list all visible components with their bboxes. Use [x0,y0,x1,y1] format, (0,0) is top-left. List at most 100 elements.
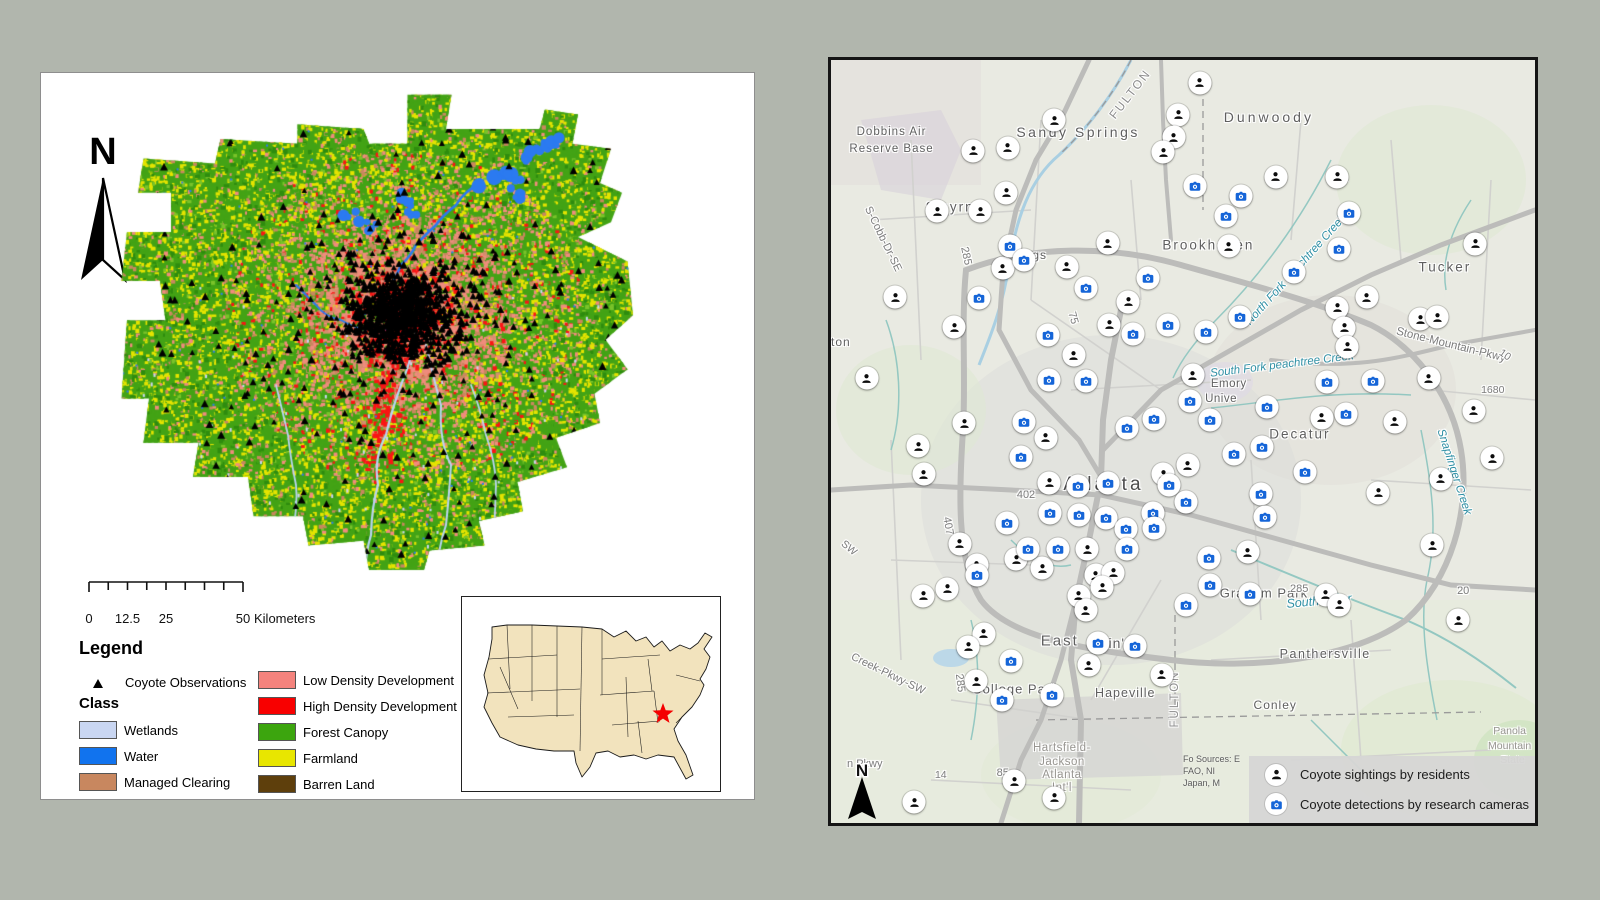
person-marker[interactable] [1462,399,1486,423]
camera-marker[interactable] [1293,460,1317,484]
camera-marker[interactable] [1096,471,1120,495]
person-marker[interactable] [883,285,907,309]
camera-marker[interactable] [1067,503,1091,527]
camera-marker[interactable] [1009,445,1033,469]
camera-marker[interactable] [1214,204,1238,228]
person-marker[interactable] [1335,335,1359,359]
camera-marker[interactable] [1183,174,1207,198]
camera-marker[interactable] [1194,320,1218,344]
camera-marker[interactable] [1123,634,1147,658]
person-marker[interactable] [994,181,1018,205]
camera-marker[interactable] [1228,305,1252,329]
person-marker[interactable] [855,366,879,390]
camera-marker[interactable] [1197,546,1221,570]
person-marker[interactable] [1030,556,1054,580]
camera-marker[interactable] [1238,582,1262,606]
camera-marker[interactable] [1074,369,1098,393]
camera-marker[interactable] [1016,537,1040,561]
camera-marker[interactable] [1136,266,1160,290]
person-marker[interactable] [1383,410,1407,434]
coyote-sightings-map[interactable]: Dobbins Air Reserve Base Sandy Springs Dunw… [828,57,1538,826]
person-marker[interactable] [961,139,985,163]
camera-marker[interactable] [1074,276,1098,300]
camera-marker[interactable] [1038,501,1062,525]
person-marker[interactable] [1097,313,1121,337]
person-marker[interactable] [1355,285,1379,309]
person-marker[interactable] [1042,786,1066,810]
camera-marker[interactable] [1315,370,1339,394]
person-marker[interactable] [1310,406,1334,430]
person-marker[interactable] [1366,481,1390,505]
camera-marker[interactable] [1222,442,1246,466]
person-marker[interactable] [996,136,1020,160]
person-marker[interactable] [1332,316,1356,340]
camera-marker[interactable] [1178,389,1202,413]
camera-marker[interactable] [1198,573,1222,597]
person-marker[interactable] [1176,453,1200,477]
person-marker[interactable] [1002,769,1026,793]
camera-marker[interactable] [1115,537,1139,561]
camera-marker[interactable] [1249,482,1273,506]
camera-marker[interactable] [1361,369,1385,393]
person-marker[interactable] [1077,653,1101,677]
person-marker[interactable] [902,790,926,814]
person-marker[interactable] [1429,467,1453,491]
camera-marker[interactable] [1156,313,1180,337]
person-marker[interactable] [1055,255,1079,279]
camera-marker[interactable] [1036,323,1060,347]
person-marker[interactable] [1062,343,1086,367]
person-marker[interactable] [1327,593,1351,617]
camera-marker[interactable] [1040,683,1064,707]
camera-marker[interactable] [1114,517,1138,541]
person-marker[interactable] [952,411,976,435]
camera-marker[interactable] [1229,184,1253,208]
camera-marker[interactable] [1046,537,1070,561]
person-marker[interactable] [925,199,949,223]
person-marker[interactable] [1325,296,1349,320]
camera-marker[interactable] [1142,407,1166,431]
person-marker[interactable] [1037,471,1061,495]
landcover-map[interactable] [116,85,666,575]
person-marker[interactable] [1480,446,1504,470]
person-marker[interactable] [935,577,959,601]
person-marker[interactable] [948,532,972,556]
person-marker[interactable] [1417,366,1441,390]
camera-marker[interactable] [1012,410,1036,434]
person-marker[interactable] [1325,165,1349,189]
person-marker[interactable] [1034,426,1058,450]
person-marker[interactable] [1463,232,1487,256]
person-marker[interactable] [1042,108,1066,132]
camera-marker[interactable] [1250,435,1274,459]
person-marker[interactable] [1236,540,1260,564]
camera-marker[interactable] [1174,593,1198,617]
person-marker[interactable] [1166,103,1190,127]
camera-marker[interactable] [1066,474,1090,498]
person-marker[interactable] [1075,537,1099,561]
person-marker[interactable] [1217,234,1241,258]
person-marker[interactable] [912,462,936,486]
person-marker[interactable] [991,256,1015,280]
camera-marker[interactable] [1142,516,1166,540]
person-marker[interactable] [1151,140,1175,164]
person-marker[interactable] [1090,575,1114,599]
camera-marker[interactable] [1327,237,1351,261]
person-marker[interactable] [964,669,988,693]
camera-marker[interactable] [990,688,1014,712]
person-marker[interactable] [1181,363,1205,387]
camera-marker[interactable] [1334,402,1358,426]
person-marker[interactable] [1188,71,1212,95]
person-marker[interactable] [972,622,996,646]
camera-marker[interactable] [1174,490,1198,514]
camera-marker[interactable] [1086,631,1110,655]
camera-marker[interactable] [965,563,989,587]
person-marker[interactable] [1264,165,1288,189]
camera-marker[interactable] [1255,395,1279,419]
camera-marker[interactable] [1115,416,1139,440]
person-marker[interactable] [1116,290,1140,314]
camera-marker[interactable] [1121,322,1145,346]
person-marker[interactable] [942,315,966,339]
person-marker[interactable] [956,635,980,659]
person-marker[interactable] [1074,598,1098,622]
camera-marker[interactable] [1012,248,1036,272]
camera-marker[interactable] [1253,505,1277,529]
